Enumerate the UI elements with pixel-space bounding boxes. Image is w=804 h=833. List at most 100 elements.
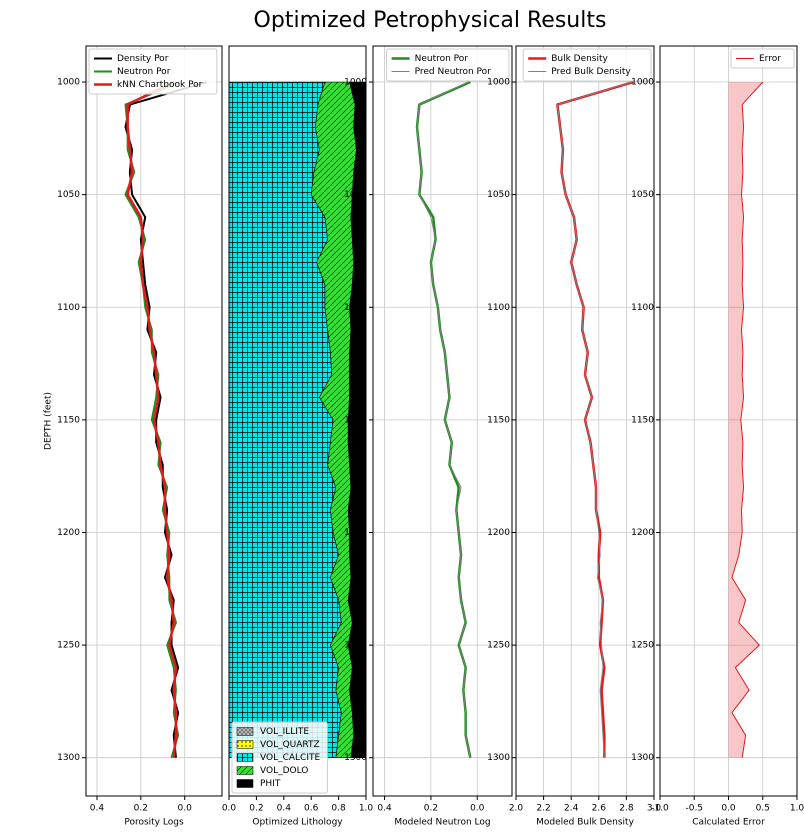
y-tick-label: 1050 (631, 190, 654, 200)
y-tick-label: 1050 (57, 190, 80, 200)
x-axis-label: Modeled Bulk Density (536, 818, 634, 828)
x-tick-label: 2.8 (619, 804, 634, 814)
y-tick-label: 1150 (344, 415, 367, 425)
y-tick-label: 1050 (487, 190, 510, 200)
legend-label: Bulk Density (551, 54, 608, 64)
legend-swatch (236, 779, 254, 788)
x-axis-label: Optimized Lithology (252, 818, 343, 828)
y-tick-label: 1150 (487, 415, 510, 425)
y-tick-label: 1000 (57, 78, 80, 88)
legend-label: Neutron Por (117, 67, 171, 77)
panel-frame (372, 45, 513, 797)
x-axis-label: Porosity Logs (124, 818, 184, 828)
legend-label: VOL_QUARTZ (260, 740, 320, 750)
y-tick-label: 1250 (487, 641, 510, 651)
chart-title: Optimized Petrophysical Results (254, 8, 607, 33)
legend-box (522, 48, 652, 82)
line (124, 81, 207, 758)
legend-box (386, 48, 510, 82)
legend-label: Neutron Por (415, 54, 469, 64)
x-tick-label: 2.4 (564, 804, 579, 814)
x-tick-label: 0.0 (721, 804, 736, 814)
y-tick-label: 1250 (57, 641, 80, 651)
legend-label: kNN Chartbook Por (117, 80, 203, 90)
line (556, 81, 633, 758)
y-tick-label: 1150 (57, 415, 80, 425)
legend-box (88, 48, 218, 95)
x-tick-label: 0.0 (470, 804, 485, 814)
legend-box (730, 48, 795, 69)
x-tick-label: 0.4 (377, 804, 392, 814)
legend-swatch (236, 753, 254, 762)
line (126, 80, 178, 758)
y-tick-label: 1300 (631, 753, 654, 763)
legend-label: PHIT (260, 779, 281, 789)
y-tick-label: 1000 (487, 78, 510, 88)
y-tick-label: 1250 (631, 641, 654, 651)
legend-swatch (236, 766, 254, 775)
legend-label: Error (759, 54, 781, 64)
y-tick-label: 1100 (631, 303, 654, 313)
legend-swatch (236, 740, 254, 749)
x-tick-label: 0.6 (304, 804, 319, 814)
x-tick-label: 0.2 (249, 804, 263, 814)
x-tick-label: 0.5 (756, 804, 770, 814)
legend-label: Density Por (117, 54, 169, 64)
panel-frame (228, 45, 367, 797)
line (731, 81, 764, 758)
y-tick-label: 1300 (487, 753, 510, 763)
legend-label: Pred Neutron Por (415, 67, 492, 77)
panel-frame (85, 45, 223, 797)
y-tick-label: 1200 (631, 528, 654, 538)
panel (86, 46, 222, 796)
x-tick-label: 0.0 (222, 804, 237, 814)
x-tick-label: -1.0 (651, 804, 669, 814)
x-tick-label: 0.4 (90, 804, 105, 814)
panel (516, 46, 654, 796)
panel-frame (515, 45, 655, 797)
x-tick-label: -0.5 (685, 804, 703, 814)
panel (373, 46, 512, 796)
y-tick-label: 1300 (57, 753, 80, 763)
x-axis-label: Calculated Error (692, 818, 765, 828)
x-tick-label: 0.2 (424, 804, 438, 814)
y-tick-label: 1050 (344, 190, 367, 200)
y-tick-label: 1200 (57, 528, 80, 538)
x-tick-label: 2.6 (592, 804, 607, 814)
x-tick-label: 0.0 (178, 804, 193, 814)
y-tick-label: 1100 (57, 303, 80, 313)
y-tick-label: 1100 (344, 303, 367, 313)
legend-label: VOL_ILLITE (260, 727, 309, 737)
y-tick-label: 1300 (344, 753, 367, 763)
y-tick-label: 1200 (344, 528, 367, 538)
y-tick-label: 1200 (487, 528, 510, 538)
legend-label: Pred Bulk Density (551, 67, 631, 77)
legend-swatch (236, 727, 254, 736)
line (416, 81, 471, 758)
panel (229, 46, 366, 796)
y-tick-label: 1250 (344, 641, 367, 651)
x-tick-label: 0.2 (134, 804, 148, 814)
x-tick-label: 2.0 (509, 804, 524, 814)
x-tick-label: 0.8 (331, 804, 346, 814)
panel-frame (659, 45, 798, 797)
x-tick-label: 1.0 (359, 804, 374, 814)
x-axis-label: Modeled Neutron Log (394, 818, 490, 828)
line (124, 81, 181, 758)
x-tick-label: 1.0 (790, 804, 804, 814)
panel (660, 46, 797, 796)
x-tick-label: 2.2 (536, 804, 550, 814)
x-tick-label: 0.4 (277, 804, 292, 814)
y-axis-label: DEPTH (feet) (44, 392, 54, 450)
y-tick-label: 1100 (487, 303, 510, 313)
legend-box (231, 721, 328, 794)
y-tick-label: 1000 (344, 78, 367, 88)
area (347, 81, 366, 759)
y-tick-label: 1000 (631, 78, 654, 88)
panel-bg (373, 46, 512, 796)
x-tick-label: 3.0 (647, 804, 662, 814)
y-tick-label: 1150 (631, 415, 654, 425)
legend-label: VOL_CALCITE (260, 753, 320, 763)
